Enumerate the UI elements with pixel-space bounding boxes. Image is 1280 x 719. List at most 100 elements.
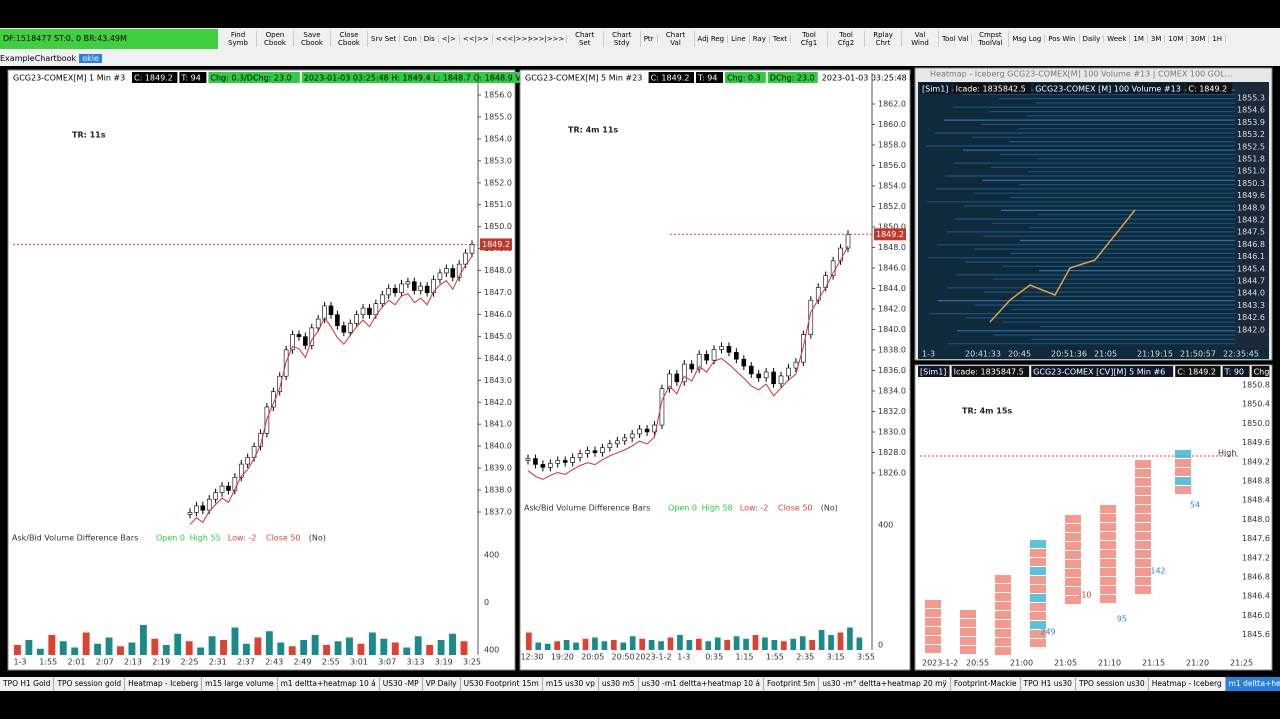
header-field: T: 94	[697, 74, 717, 83]
candle	[592, 450, 598, 453]
chartbook-tab[interactable]: us30 -m° deltta+heatmap 20 mÿ	[819, 677, 951, 691]
chartbook-tab[interactable]: m1 deltta+heatmap 10 á	[278, 677, 380, 691]
delta-label: 142	[1150, 567, 1165, 576]
candle	[322, 305, 327, 320]
toolbar-button[interactable]: Save Cbook	[294, 31, 331, 47]
price-axis-label: 1845.4	[1237, 264, 1265, 273]
toolbar-button[interactable]: Srv Set	[368, 35, 401, 43]
toolbar-button[interactable]: 10M	[1165, 35, 1188, 43]
candle	[360, 307, 366, 315]
price-axis-label: 1844.7	[1237, 277, 1265, 286]
candle	[748, 365, 754, 375]
candle	[704, 353, 709, 361]
toolbar-button[interactable]: Adj Reg	[695, 35, 729, 43]
toolbar-button[interactable]: Ray	[750, 35, 770, 43]
toolbar-button[interactable]: Rplay Chrt	[865, 31, 903, 47]
toolbar-button[interactable]: Find Symb	[220, 31, 257, 47]
chartbook-tab[interactable]: TPO H1 us30	[1021, 677, 1076, 691]
toolbar-button[interactable]: Val Wind	[902, 31, 940, 47]
footprint-cell	[1175, 486, 1191, 494]
footprint-cell	[1100, 586, 1116, 594]
toolbar-button[interactable]: <<<|>>>	[493, 35, 533, 43]
chartbook-tab[interactable]: m1 deltta+heatmap 20	[1225, 677, 1280, 691]
volume-bar	[592, 637, 598, 650]
time-axis-label: 21:15	[1142, 659, 1165, 668]
toolbar-button[interactable]: Tool Cfg2	[828, 31, 866, 47]
header-field-bg	[132, 72, 178, 83]
chartbook-tab[interactable]: Heatmap - Iceberg	[125, 677, 203, 691]
toolbar-button[interactable]: Msg Log	[1009, 35, 1046, 43]
chartbook-tab[interactable]: TPO session gold	[54, 677, 126, 691]
toolbar-button[interactable]: 1H	[1209, 35, 1227, 43]
time-axis-label: 2:55	[322, 658, 340, 667]
chartbook-tab[interactable]: US30 Footprint 15m	[461, 677, 543, 691]
chartbook-tab[interactable]: TPO H1 Gold	[0, 677, 55, 691]
time-axis-label: 2:35	[796, 653, 814, 662]
price-axis-label: 1854.0	[878, 182, 906, 191]
toolbar-button[interactable]: Tool Cfg1	[791, 31, 829, 47]
toolbar-button[interactable]: 30M	[1187, 35, 1210, 43]
chartbook-tab[interactable]: US30 -MP	[380, 677, 423, 691]
candle	[815, 287, 821, 301]
toolbar-button[interactable]: Tool Val	[939, 35, 973, 43]
toolbar-button[interactable]: Line	[728, 35, 750, 43]
price-axis-label: 1843.3	[1237, 301, 1265, 310]
toolbar-button[interactable]: 1M	[1130, 35, 1148, 43]
toolbar-button[interactable]: Con	[400, 35, 421, 43]
candle	[600, 447, 605, 453]
chartbook-tab[interactable]: m15 us30 vp	[543, 677, 599, 691]
chartbook-tab[interactable]: VP Daily	[423, 677, 461, 691]
candle	[570, 457, 575, 463]
candle	[778, 375, 784, 385]
toolbar-button[interactable]: Cmpst ToolVal	[972, 31, 1010, 47]
price-axis-label: 1856.0	[484, 91, 512, 100]
toolbar-button[interactable]: Chart Val	[658, 31, 695, 47]
toolbar-button[interactable]: Close Cbook	[331, 31, 368, 47]
toolbar-button[interactable]: 3M	[1148, 35, 1166, 43]
delta-label: 54	[1190, 501, 1200, 510]
candle	[830, 260, 836, 276]
header-field-bg	[1175, 366, 1221, 377]
study-label: Ask/Bid Volume Difference Bars	[524, 504, 650, 513]
toolbar-button[interactable]: Chart Stdy	[604, 31, 641, 47]
candle	[555, 460, 561, 464]
price-axis-label: 1853.9	[1237, 118, 1265, 127]
chartbook-tab[interactable]: okie	[79, 53, 102, 63]
volume-bar	[460, 641, 468, 655]
footprint-cell	[1135, 577, 1151, 585]
time-axis-label: 0:35	[705, 653, 723, 662]
footprint-cell	[1100, 532, 1116, 540]
price-axis-label: 1852.5	[1237, 142, 1265, 151]
toolbar-button[interactable]: Open Cbook	[257, 31, 294, 47]
chartbook-tab[interactable]: Footprint 5m	[764, 677, 820, 691]
toolbar-button[interactable]: Pos Win	[1045, 35, 1080, 43]
toolbar-button[interactable]: Text	[770, 35, 792, 43]
toolbar-button[interactable]: Week	[1104, 35, 1131, 43]
chartbook-tab[interactable]: us30 m5	[599, 677, 639, 691]
price-axis-label: 1845.0	[484, 332, 512, 341]
footprint-cell	[1030, 639, 1046, 647]
toolbar-button[interactable]: Dis	[421, 35, 439, 43]
toolbar-button[interactable]: Daily	[1080, 35, 1105, 43]
footprint-cell	[925, 627, 941, 635]
volume-bar	[667, 637, 674, 650]
footprint-cell	[1135, 514, 1151, 522]
volume-bar	[197, 647, 205, 655]
toolbar-button[interactable]: <<|>>	[460, 35, 493, 43]
footprint-cell	[1100, 550, 1116, 558]
candle	[644, 428, 650, 433]
chartbook-tab[interactable]: us30 -m1 deltta+heatmap 10 á	[639, 677, 764, 691]
toolbar-button[interactable]: Ptr	[641, 35, 658, 43]
price-axis-label: 1849.6	[1237, 191, 1265, 200]
chartbook-tab[interactable]: TPO session us30	[1076, 677, 1149, 691]
header-field: C: 1849.2	[651, 74, 690, 83]
chartbook-tab[interactable]: m15 large volume	[202, 677, 278, 691]
toolbar-button[interactable]: >>|>>>	[530, 35, 567, 43]
volume-bar	[265, 631, 273, 655]
delta-label: 249	[1040, 628, 1055, 637]
toolbar-button[interactable]: <|>	[439, 35, 460, 43]
chartbook-tab[interactable]: Heatmap - Iceberg	[1149, 677, 1226, 691]
footprint-cell	[1135, 460, 1151, 468]
toolbar-button[interactable]: Chart Set	[567, 31, 604, 47]
chartbook-tab[interactable]: Footprint-Mackie	[951, 677, 1021, 691]
